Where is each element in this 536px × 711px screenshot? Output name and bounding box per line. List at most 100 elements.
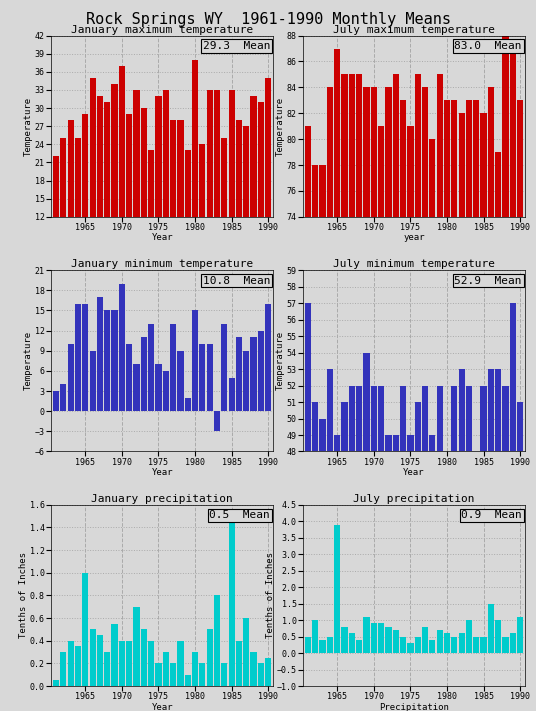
Bar xyxy=(312,165,318,711)
Bar xyxy=(378,624,384,653)
Bar xyxy=(495,369,501,711)
Text: 0.9  Mean: 0.9 Mean xyxy=(461,510,522,520)
Bar xyxy=(90,629,96,686)
Bar xyxy=(407,435,413,711)
Bar xyxy=(82,304,88,411)
Bar xyxy=(356,385,362,711)
Bar xyxy=(199,663,205,686)
Bar xyxy=(444,451,450,711)
Text: 0.5  Mean: 0.5 Mean xyxy=(209,510,270,520)
Bar xyxy=(258,663,264,686)
Bar xyxy=(243,127,249,289)
Bar xyxy=(451,385,457,711)
Bar xyxy=(250,652,257,686)
Bar xyxy=(327,636,333,653)
Bar xyxy=(133,364,140,411)
Bar xyxy=(488,604,494,653)
Bar xyxy=(510,303,516,711)
Bar xyxy=(192,652,198,686)
Text: 29.3  Mean: 29.3 Mean xyxy=(203,41,270,51)
Bar xyxy=(407,127,413,711)
Bar xyxy=(155,96,161,289)
Bar xyxy=(334,525,340,653)
Bar xyxy=(206,90,213,289)
Bar xyxy=(75,304,81,411)
Bar xyxy=(502,36,509,711)
Bar xyxy=(184,675,191,686)
Bar xyxy=(148,641,154,686)
Bar xyxy=(444,634,450,653)
Bar xyxy=(214,90,220,289)
Bar xyxy=(53,391,59,411)
Bar xyxy=(393,435,399,711)
Bar xyxy=(517,100,523,711)
Bar xyxy=(214,411,220,432)
Bar xyxy=(466,385,472,711)
Bar xyxy=(184,397,191,411)
Bar xyxy=(192,60,198,289)
Bar xyxy=(363,87,370,711)
Bar xyxy=(97,635,103,686)
Bar xyxy=(97,297,103,411)
Bar xyxy=(177,120,183,289)
Bar xyxy=(436,75,443,711)
Bar xyxy=(68,641,74,686)
Bar xyxy=(250,96,257,289)
Bar xyxy=(349,75,355,711)
Bar xyxy=(126,114,132,289)
Title: January minimum temperature: January minimum temperature xyxy=(71,260,254,269)
Bar xyxy=(68,120,74,289)
Bar xyxy=(341,402,348,711)
Bar xyxy=(393,630,399,653)
Bar xyxy=(480,113,487,711)
Bar xyxy=(319,165,326,711)
X-axis label: Year: Year xyxy=(403,468,425,477)
Bar xyxy=(371,87,377,711)
Bar xyxy=(221,139,227,289)
Bar xyxy=(236,337,242,411)
Bar xyxy=(243,618,249,686)
Bar xyxy=(385,627,392,653)
Bar xyxy=(444,100,450,711)
Bar xyxy=(148,151,154,289)
Bar xyxy=(243,351,249,411)
Title: July precipitation: July precipitation xyxy=(353,494,475,504)
Bar xyxy=(60,139,66,289)
Bar xyxy=(221,324,227,411)
X-axis label: Year: Year xyxy=(151,702,173,711)
Bar xyxy=(458,634,465,653)
Bar xyxy=(371,624,377,653)
Bar xyxy=(170,663,176,686)
Bar xyxy=(363,617,370,653)
Text: 83.0  Mean: 83.0 Mean xyxy=(455,41,522,51)
Bar xyxy=(429,640,435,653)
Bar xyxy=(228,510,235,686)
Bar xyxy=(305,127,311,711)
Bar xyxy=(305,636,311,653)
Bar xyxy=(517,402,523,711)
Bar xyxy=(75,139,81,289)
Y-axis label: Temperature: Temperature xyxy=(276,97,285,156)
Bar xyxy=(378,385,384,711)
Bar xyxy=(184,151,191,289)
Bar xyxy=(60,652,66,686)
Bar xyxy=(68,344,74,411)
Bar xyxy=(133,90,140,289)
Bar xyxy=(458,369,465,711)
Bar xyxy=(206,629,213,686)
Bar xyxy=(82,114,88,289)
Y-axis label: Tenths of Inches: Tenths of Inches xyxy=(266,552,275,638)
Bar xyxy=(141,337,147,411)
Bar xyxy=(265,658,271,686)
Y-axis label: Temperature: Temperature xyxy=(24,331,33,390)
Bar xyxy=(221,663,227,686)
Text: 10.8  Mean: 10.8 Mean xyxy=(203,276,270,286)
Bar xyxy=(473,636,479,653)
Bar xyxy=(334,48,340,711)
Bar xyxy=(133,606,140,686)
Bar xyxy=(422,627,428,653)
Bar xyxy=(199,144,205,289)
Bar xyxy=(319,419,326,711)
Bar xyxy=(502,385,509,711)
Bar xyxy=(119,641,125,686)
